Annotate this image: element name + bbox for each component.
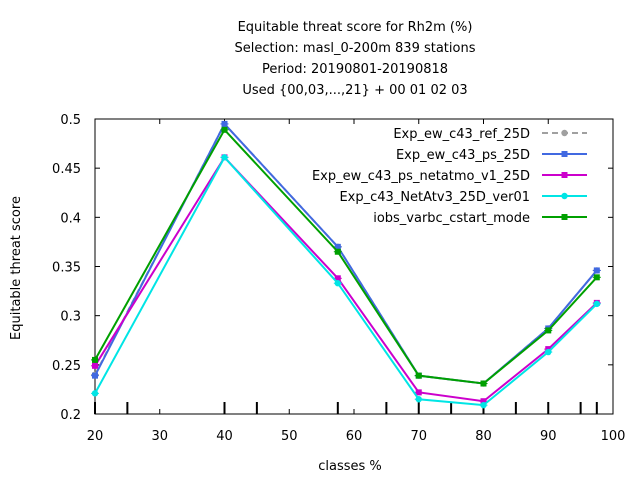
chart-subtitle-used: Used {00,03,...,21} + 00 01 02 03 (242, 83, 468, 98)
plot-frame (94, 118, 614, 415)
series-4 (91, 126, 601, 387)
legend-label: Exp_ew_c43_ps_netatmo_v1_25D (312, 169, 530, 184)
legend-entry: Exp_c43_NetAtv3_25D_ver01 (339, 190, 587, 205)
legend-entry: Exp_ew_c43_ps_25D (396, 148, 587, 163)
chart-subtitle-period: Period: 20190801-20190818 (261, 62, 449, 77)
x-tick-label: 40 (216, 429, 233, 444)
y-tick-label: 0.5 (60, 113, 81, 128)
series-3 (91, 154, 601, 409)
y-tick-label: 0.35 (52, 261, 81, 276)
legend-entry: Exp_ew_c43_ref_25D (393, 127, 587, 142)
legend-label: Exp_ew_c43_ref_25D (393, 127, 530, 142)
x-tick-label: 70 (410, 429, 427, 444)
y-axis-label: Equitable threat score (9, 196, 24, 340)
x-tick-label: 100 (601, 429, 626, 444)
x-tick-label: 60 (346, 429, 363, 444)
x-tick-label: 30 (151, 429, 168, 444)
legend-marker (561, 214, 568, 220)
chart-title: Equitable threat score for Rh2m (%) (237, 20, 473, 35)
x-tick-label: 90 (540, 429, 557, 444)
y-tick-label: 0.25 (52, 359, 81, 374)
x-axis-label: classes % (318, 459, 382, 474)
legend-marker (561, 192, 568, 200)
y-tick-label: 0.45 (52, 162, 81, 177)
legend-marker (561, 129, 568, 137)
legend-label: iobs_varbc_cstart_mode (373, 211, 530, 226)
axes: 20 30 40 50 60 70 80 90 100 0.2 0.25 0.3 0.35 0.4 0.45… (52, 113, 625, 444)
legend-entry: iobs_varbc_cstart_mode (373, 211, 587, 226)
legend-label: Exp_c43_NetAtv3_25D_ver01 (339, 190, 530, 205)
x-tick-label: 50 (281, 429, 298, 444)
legend-marker (561, 151, 568, 157)
legend-marker (561, 172, 568, 178)
legend-entry: Exp_ew_c43_ps_netatmo_v1_25D (312, 169, 587, 184)
x-tick-label: 80 (475, 429, 492, 444)
legend-label: Exp_ew_c43_ps_25D (396, 148, 530, 163)
y-tick-label: 0.3 (60, 310, 81, 325)
chart-subtitle-selection: Selection: masl_0-200m 839 stations (234, 41, 476, 56)
y-tick-label: 0.2 (60, 408, 81, 423)
y-tick-label: 0.4 (60, 211, 81, 226)
x-tick-label: 20 (87, 429, 104, 444)
series-lines (91, 120, 601, 409)
legend: Exp_ew_c43_ref_25D Exp_ew_c43_ps_25D Exp_e… (312, 127, 587, 226)
